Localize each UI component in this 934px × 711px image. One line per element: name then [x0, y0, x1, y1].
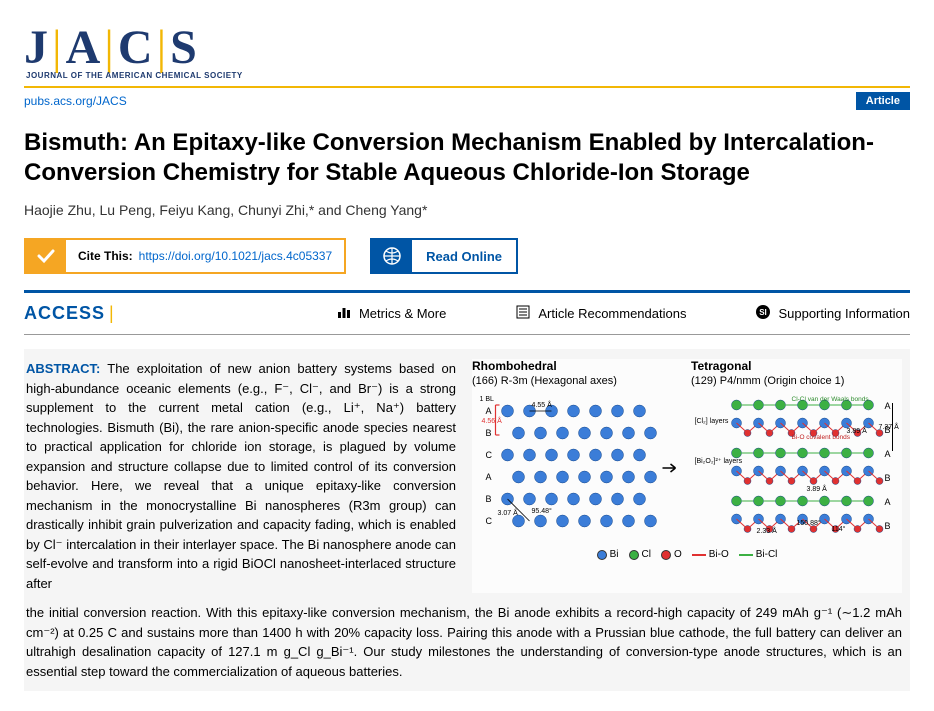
svg-text:B: B: [486, 428, 492, 438]
svg-text:4.56 Å: 4.56 Å: [482, 416, 503, 425]
crystal-right: [Cl₂] layers[Bi₂O₂]²⁺ layersABABAB7.37 Å…: [691, 393, 902, 543]
logo-bar: |: [52, 20, 64, 75]
access-label: ACCESS|: [24, 303, 115, 324]
svg-text:B: B: [885, 521, 891, 531]
si-icon: SI: [756, 305, 770, 322]
svg-text:1 BL: 1 BL: [480, 396, 495, 403]
svg-text:3.89 Å: 3.89 Å: [847, 426, 868, 435]
fig-right-sub: (129) P4/nmm (Origin choice 1): [691, 375, 902, 387]
logo-bar: |: [104, 20, 116, 75]
logo-letter: J: [24, 20, 50, 75]
svg-text:A: A: [486, 406, 492, 416]
svg-text:B: B: [885, 473, 891, 483]
abstract-continuation: the initial conversion reaction. With th…: [24, 603, 910, 691]
article-type-badge: Article: [856, 92, 910, 110]
globe-icon: [372, 240, 412, 272]
cite-this-box[interactable]: Cite This: https://doi.org/10.1021/jacs.…: [24, 238, 346, 274]
svg-text:A: A: [885, 401, 891, 411]
journal-logo: J|A|C|S JOURNAL OF THE AMERICAN CHEMICAL…: [24, 20, 910, 80]
svg-text:[Cl₂] layers: [Cl₂] layers: [695, 418, 729, 425]
svg-text:7.37 Å: 7.37 Å: [879, 422, 900, 431]
fig-left-sub: (166) R-3m (Hexagonal axes): [472, 375, 683, 387]
svg-text:114°: 114°: [832, 525, 846, 533]
svg-text:A: A: [885, 449, 891, 459]
bar-chart-icon: [337, 305, 351, 322]
article-title: Bismuth: An Epitaxy-like Conversion Mech…: [24, 128, 910, 188]
recommendations-link[interactable]: Article Recommendations: [516, 305, 686, 322]
logo-letter: C: [118, 20, 155, 75]
svg-text:A: A: [885, 497, 891, 507]
logo-letter: S: [170, 20, 199, 75]
svg-text:SI: SI: [760, 308, 768, 317]
svg-text:3.89 Å: 3.89 Å: [807, 484, 828, 493]
doi-link[interactable]: https://doi.org/10.1021/jacs.4c05337: [139, 249, 332, 263]
checkmark-icon: [26, 240, 66, 272]
svg-text:4.55 Å: 4.55 Å: [532, 400, 553, 409]
read-online-box[interactable]: Read Online: [370, 238, 518, 274]
toc-figure: Rhombohedral (166) R-3m (Hexagonal axes)…: [472, 359, 902, 593]
divider: [24, 86, 910, 88]
supporting-info-link[interactable]: SI Supporting Information: [756, 305, 910, 322]
svg-text:95.48°: 95.48°: [532, 507, 553, 515]
cite-label: Cite This:: [78, 249, 133, 263]
svg-text:2.33 Å: 2.33 Å: [757, 526, 778, 535]
fig-right-head: Tetragonal: [691, 359, 902, 373]
svg-text:[Bi₂O₂]²⁺ layers: [Bi₂O₂]²⁺ layers: [695, 458, 743, 465]
svg-text:Cl-Cl van der Waals bonds: Cl-Cl van der Waals bonds: [792, 396, 870, 403]
svg-text:C: C: [486, 450, 493, 460]
author-list: Haojie Zhu, Lu Peng, Feiyu Kang, Chunyi …: [24, 202, 910, 218]
svg-text:3.07 Å: 3.07 Å: [498, 508, 519, 517]
svg-text:150.88°: 150.88°: [797, 519, 821, 527]
fig-left-head: Rhombohedral: [472, 359, 683, 373]
journal-subtitle: JOURNAL OF THE AMERICAN CHEMICAL SOCIETY: [26, 71, 910, 80]
logo-bar: |: [157, 20, 169, 75]
abstract-lead: ABSTRACT:: [26, 361, 100, 376]
logo-letter: A: [66, 20, 103, 75]
figure-legend: BiClOBi-OBi-Cl: [472, 549, 902, 560]
crystal-left: A B C A B C 1 BL 4.56 Å 4.55 Å 3.07 Å 95.48°: [472, 393, 683, 543]
metrics-link[interactable]: Metrics & More: [337, 305, 446, 322]
svg-text:Bi-O covalent bonds: Bi-O covalent bonds: [792, 434, 851, 441]
svg-text:C: C: [486, 516, 493, 526]
abstract-text: ABSTRACT: The exploitation of new anion …: [24, 359, 456, 593]
svg-text:B: B: [486, 494, 492, 504]
read-online-label: Read Online: [412, 249, 516, 264]
pubs-link[interactable]: pubs.acs.org/JACS: [24, 94, 127, 108]
list-icon: [516, 305, 530, 322]
svg-text:A: A: [486, 472, 492, 482]
